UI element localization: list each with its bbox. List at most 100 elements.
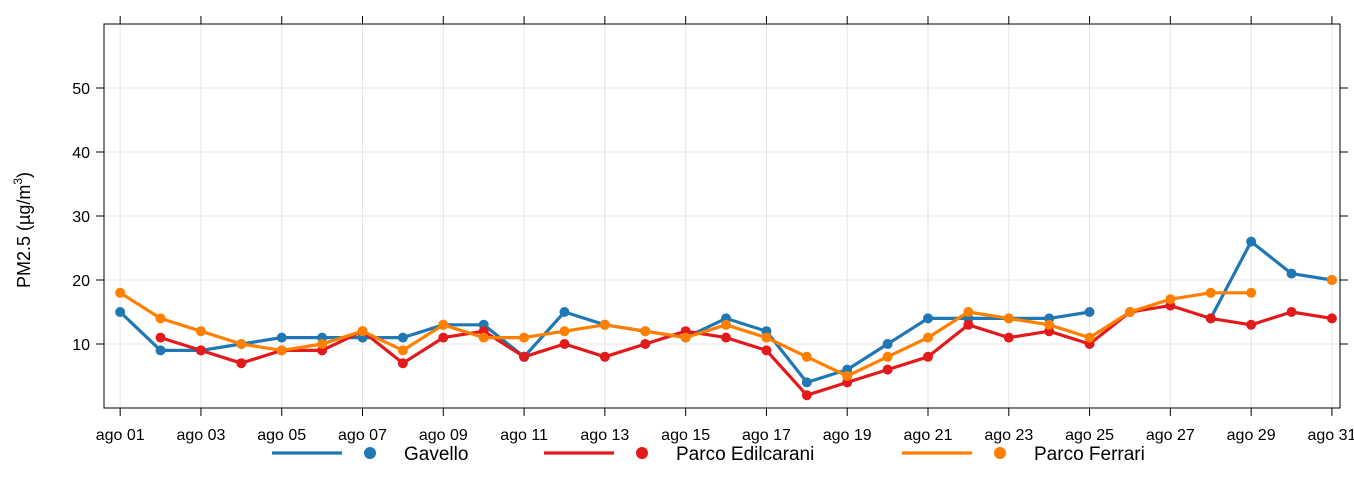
x-tick-label: ago 05 — [257, 427, 306, 444]
y-axis-title: PM2.5 (µg/m3) — [11, 172, 34, 288]
data-point — [155, 345, 166, 356]
data-point — [236, 339, 247, 349]
x-tick-label: ago 23 — [984, 427, 1033, 444]
data-point — [1286, 307, 1297, 317]
legend-point-swatch — [994, 447, 1006, 459]
series-layer — [115, 236, 1337, 401]
x-tick-label: ago 09 — [419, 427, 468, 444]
x-tick-label: ago 11 — [500, 427, 548, 444]
data-point — [357, 326, 368, 337]
x-tick-label: ago 01 — [96, 427, 145, 444]
legend-label: Gavello — [404, 444, 468, 465]
x-tick-label: ago 15 — [661, 427, 710, 444]
data-point — [519, 332, 530, 343]
y-axis-title-close: ) — [14, 172, 34, 178]
data-point — [1084, 332, 1095, 343]
data-point — [276, 332, 287, 343]
data-point — [923, 351, 933, 362]
data-point — [1286, 268, 1297, 279]
data-point — [923, 332, 933, 343]
data-point — [640, 326, 651, 337]
data-point — [801, 390, 812, 401]
data-point — [721, 319, 732, 330]
x-tick-label: ago 07 — [338, 427, 387, 444]
series-parco-ferrari — [115, 275, 1337, 381]
data-point — [519, 351, 530, 362]
plot-frame — [103, 23, 1341, 409]
data-point — [438, 319, 449, 330]
data-point — [1044, 319, 1055, 330]
legend-item: Parco Edilcarani — [544, 444, 814, 465]
data-point — [923, 313, 933, 324]
data-point — [397, 332, 408, 343]
legend-label: Parco Ferrari — [1034, 444, 1145, 465]
data-point — [1246, 236, 1257, 247]
data-point — [1165, 294, 1176, 305]
data-point — [882, 351, 893, 362]
data-point — [801, 351, 812, 362]
data-point — [1205, 287, 1216, 298]
data-point — [195, 345, 206, 356]
data-point — [115, 287, 126, 298]
data-point — [801, 377, 812, 388]
data-point — [1003, 313, 1014, 324]
x-tick-label: ago 27 — [1146, 427, 1195, 444]
x-tick-label: ago 25 — [1065, 427, 1114, 444]
data-point — [963, 307, 974, 317]
data-point — [721, 332, 732, 343]
data-point — [1326, 313, 1337, 324]
data-point — [236, 358, 247, 369]
y-tick-label: 30 — [72, 209, 90, 226]
data-point — [317, 339, 328, 349]
data-point — [963, 319, 974, 330]
data-point — [559, 339, 570, 349]
x-tick-label: ago 17 — [742, 427, 791, 444]
series-line — [160, 304, 1333, 397]
data-point — [640, 339, 651, 349]
data-point — [1205, 313, 1216, 324]
data-point — [195, 326, 206, 337]
grid — [104, 24, 1340, 408]
data-point — [438, 332, 449, 343]
legend: Gavello Parco Edilcarani Parco Ferrari — [272, 444, 1145, 465]
data-point — [397, 345, 408, 356]
x-tick-label: ago 19 — [823, 427, 872, 444]
data-point — [882, 364, 893, 375]
data-point — [1124, 307, 1135, 317]
data-point — [559, 326, 570, 337]
x-tick-label: ago 13 — [580, 427, 629, 444]
data-point — [599, 351, 610, 362]
legend-item: Parco Ferrari — [902, 444, 1145, 465]
data-point — [680, 332, 691, 343]
data-point — [842, 371, 853, 381]
legend-point-swatch — [364, 447, 376, 459]
data-point — [115, 307, 126, 317]
y-tick-label: 10 — [72, 337, 90, 354]
y-tick-label: 20 — [72, 273, 90, 290]
data-point — [155, 313, 166, 324]
data-point — [155, 332, 166, 343]
data-point — [559, 307, 570, 317]
y-axis-title-text: PM2.5 (µg/m — [14, 185, 34, 288]
data-point — [882, 339, 893, 349]
legend-point-swatch — [636, 447, 648, 459]
x-tick-label: ago 21 — [904, 427, 953, 444]
data-point — [599, 319, 610, 330]
data-point — [1246, 287, 1257, 298]
x-tick-label: ago 03 — [176, 427, 225, 444]
data-point — [1003, 332, 1014, 343]
data-point — [1246, 319, 1257, 330]
series-parco-edilcarani — [155, 300, 1337, 401]
data-point — [761, 345, 772, 356]
data-point — [397, 358, 408, 369]
y-axis-title-sup: 3 — [11, 178, 25, 185]
x-tick-label: ago 31 — [1307, 427, 1354, 444]
axes: ago 01 ago 03 ago 05 ago 07 ago 09 ago 11 ago … — [72, 16, 1354, 444]
series-line — [1209, 240, 1333, 320]
legend-item: Gavello — [272, 444, 468, 465]
y-tick-label: 40 — [72, 145, 90, 162]
x-tick-label: ago 29 — [1227, 427, 1276, 444]
data-point — [761, 332, 772, 343]
y-tick-label: 50 — [72, 81, 90, 98]
